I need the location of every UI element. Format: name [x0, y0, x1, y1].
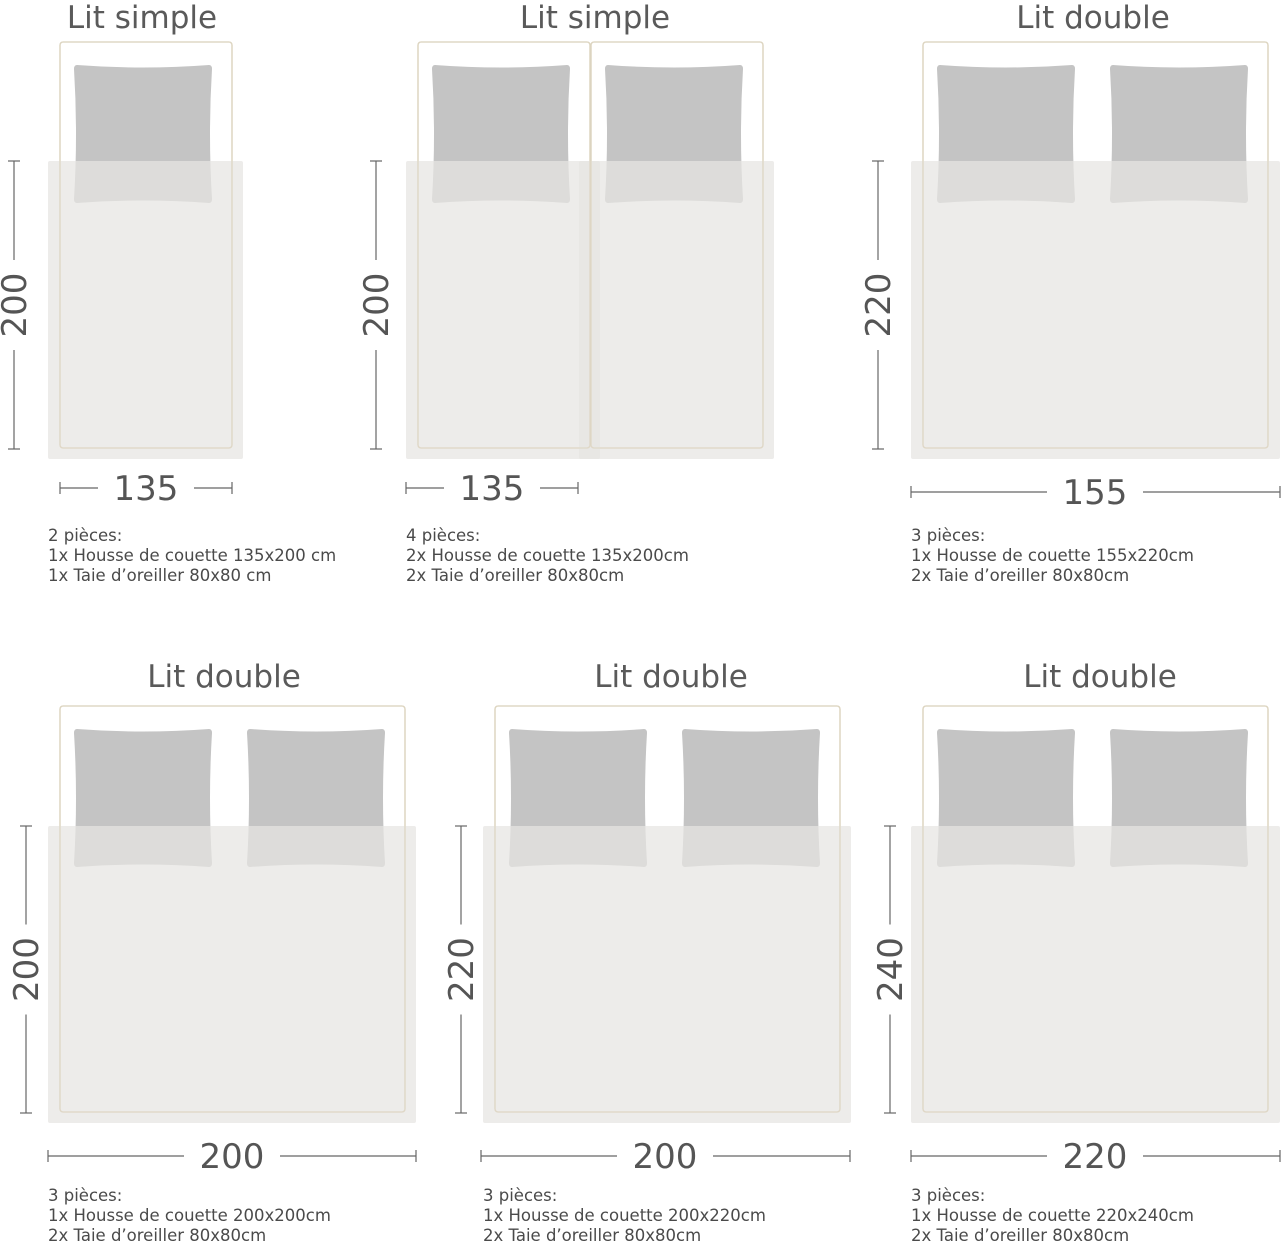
description-line: 3 pièces: [483, 1186, 557, 1205]
bed-outline [59, 705, 406, 1113]
description-line: 1x Housse de couette 220x240cm [911, 1206, 1194, 1225]
bed-outline [922, 705, 1269, 1113]
description-line: 2x Housse de couette 135x200cm [406, 546, 689, 565]
width-label: 155 [1063, 473, 1128, 513]
panel-title: Lit simple [520, 0, 670, 36]
duvet [406, 161, 600, 459]
description-line: 1x Housse de couette 135x200 cm [48, 546, 336, 565]
width-label: 200 [633, 1137, 698, 1177]
width-label: 135 [460, 469, 525, 509]
description-line: 3 pièces: [48, 1186, 122, 1205]
duvet [48, 161, 243, 459]
panel-title: Lit double [1016, 0, 1170, 36]
description-line: 1x Housse de couette 200x220cm [483, 1206, 766, 1225]
panel-title: Lit simple [67, 0, 217, 36]
description-line: 3 pièces: [911, 1186, 985, 1205]
width-label: 220 [1063, 1137, 1128, 1177]
description-line: 2 pièces: [48, 526, 122, 545]
height-label: 200 [0, 273, 35, 338]
description-line: 2x Taie d’oreiller 80x80cm [406, 566, 624, 585]
bed-outline [59, 41, 233, 449]
description-line: 2x Taie d’oreiller 80x80cm [911, 566, 1129, 585]
duvet [483, 826, 851, 1123]
description-line: 2x Taie d’oreiller 80x80cm [48, 1226, 266, 1245]
description-line: 1x Taie d’oreiller 80x80 cm [48, 566, 271, 585]
description-line: 2x Taie d’oreiller 80x80cm [911, 1226, 1129, 1245]
panel-title: Lit double [594, 659, 748, 695]
description-line: 2x Taie d’oreiller 80x80cm [483, 1226, 701, 1245]
bed-outline [590, 41, 764, 449]
width-label: 135 [114, 469, 179, 509]
bed-outline [494, 705, 841, 1113]
panel-title: Lit double [1023, 659, 1177, 695]
height-label: 200 [357, 273, 397, 338]
description-line: 3 pièces: [911, 526, 985, 545]
panel-title: Lit double [147, 659, 301, 695]
height-label: 200 [7, 937, 47, 1002]
description-line: 1x Housse de couette 155x220cm [911, 546, 1194, 565]
duvet [911, 826, 1280, 1123]
height-label: 220 [859, 273, 899, 338]
description-line: 4 pièces: [406, 526, 480, 545]
duvet [579, 161, 774, 459]
bed-outline [417, 41, 591, 449]
bed-outline [922, 41, 1269, 449]
duvet [911, 161, 1280, 459]
description-line: 1x Housse de couette 200x200cm [48, 1206, 331, 1225]
duvet [48, 826, 416, 1123]
width-label: 200 [200, 1137, 265, 1177]
height-label: 220 [442, 937, 482, 1002]
height-label: 240 [871, 937, 911, 1002]
